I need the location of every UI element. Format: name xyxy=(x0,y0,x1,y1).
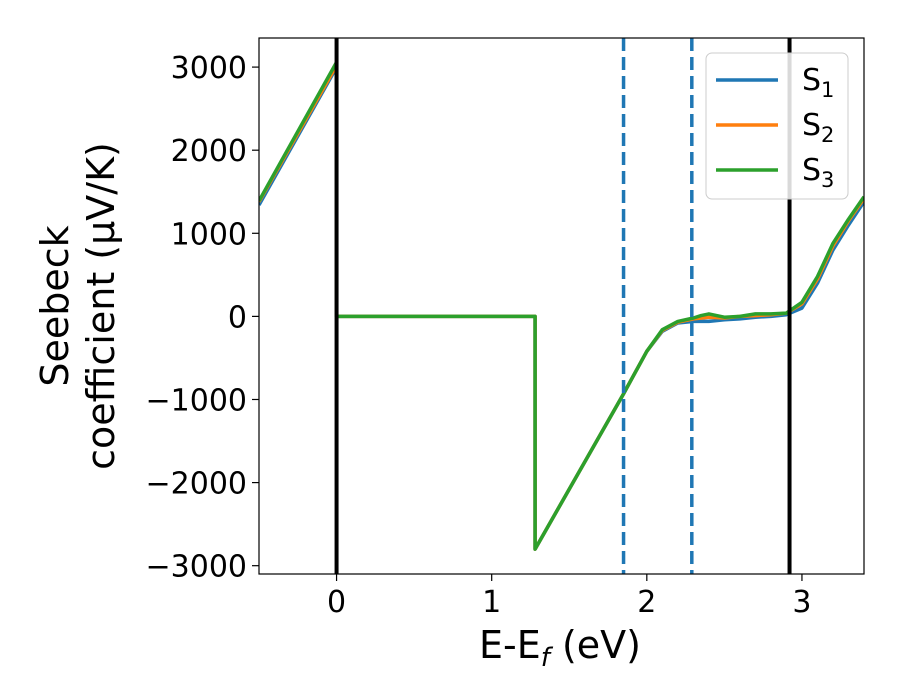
y-tick-label: −1000 xyxy=(146,383,247,418)
legend-label-s1: S1 xyxy=(802,63,834,102)
x-tick-label: 2 xyxy=(637,585,656,620)
x-axis-label-main: E-E xyxy=(479,623,541,667)
y-tick-label: −3000 xyxy=(146,550,247,585)
legend: S1 S2 S3 xyxy=(705,52,849,200)
y-tick-label: 3000 xyxy=(171,51,247,86)
legend-label-s2: S2 xyxy=(802,108,834,147)
y-tick-label: −2000 xyxy=(146,467,247,502)
x-tick-label: 1 xyxy=(482,585,501,620)
y-axis-label: Seebeck coefficient (μV/K) xyxy=(33,142,123,470)
plot-frame xyxy=(258,37,865,575)
legend-label-s3: S3 xyxy=(802,153,834,192)
y-tick-label: 2000 xyxy=(171,134,247,169)
y-tick-label: 0 xyxy=(228,300,247,335)
y-axis-label-line2: coefficient (μV/K) xyxy=(79,142,123,470)
y-axis-label-line1: Seebeck xyxy=(33,225,77,386)
y-tick-label: 1000 xyxy=(171,217,247,252)
axis-ticks: 0 1 2 3 −3000 −2000 −1000 0 1000 2000 3000 xyxy=(146,51,812,620)
x-tick-label: 3 xyxy=(792,585,811,620)
x-tick-label: 0 xyxy=(327,585,346,620)
x-axis-label-unit: (eV) xyxy=(550,623,641,667)
series-line-s3 xyxy=(259,60,864,551)
x-axis-label: E-Ef (eV) xyxy=(479,623,641,673)
